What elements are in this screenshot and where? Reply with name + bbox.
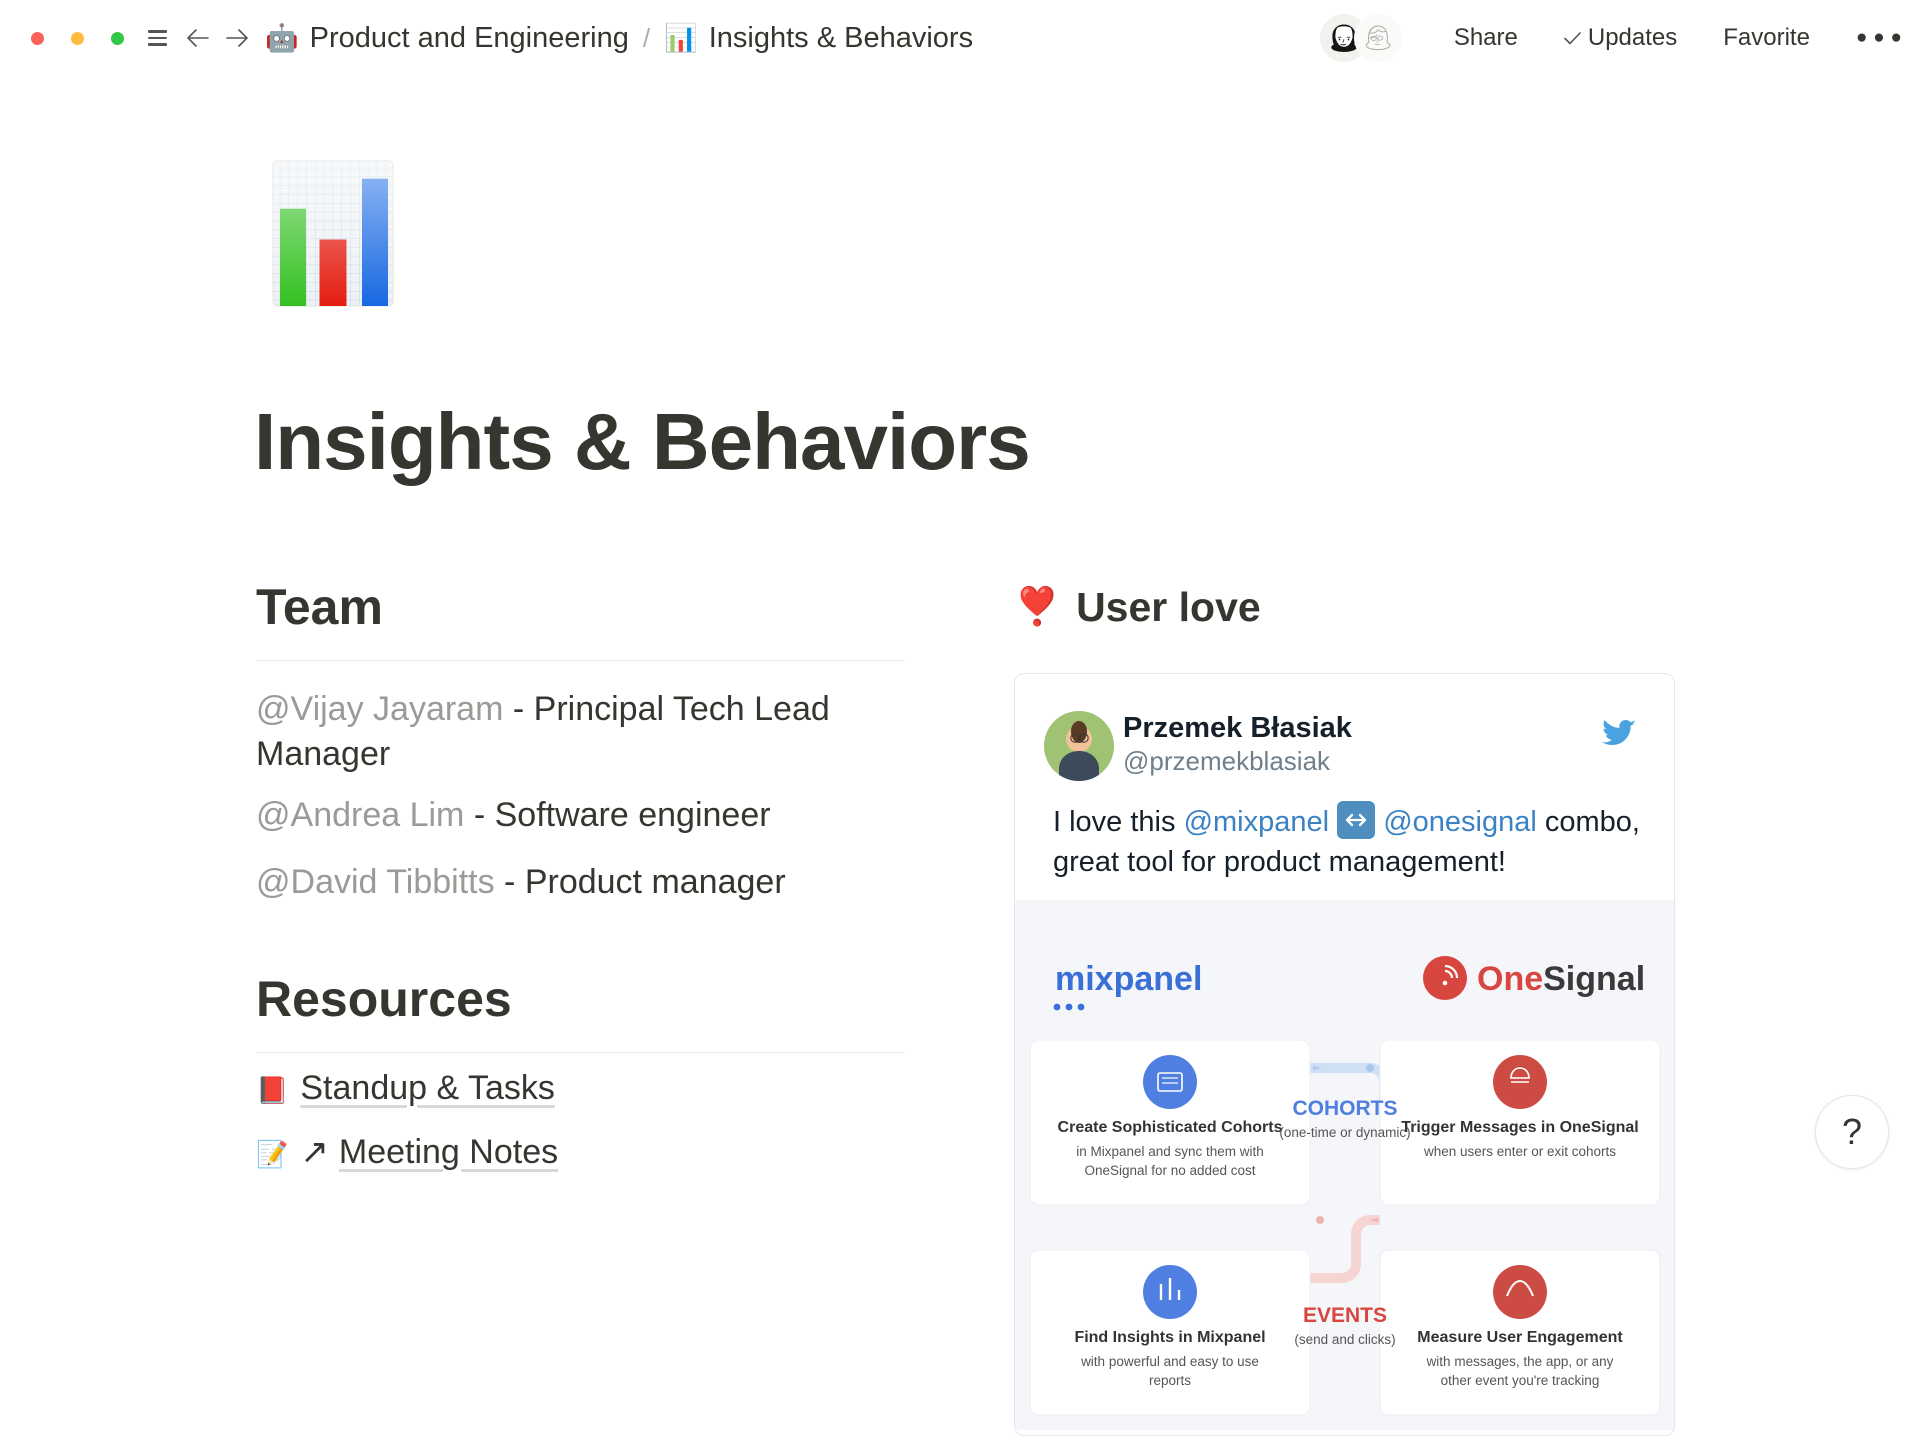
svg-text:with powerful and easy to use: with powerful and easy to use: [1080, 1354, 1259, 1369]
svg-text:other event you're tracking: other event you're tracking: [1441, 1373, 1600, 1388]
svg-text:with messages, the app, or any: with messages, the app, or any: [1426, 1354, 1614, 1369]
svg-text:(send and clicks): (send and clicks): [1294, 1332, 1395, 1347]
svg-text:reports: reports: [1149, 1373, 1191, 1388]
svg-text:OneSignal for no added cost: OneSignal for no added cost: [1084, 1163, 1255, 1178]
svg-text:Measure User Engagement: Measure User Engagement: [1417, 1329, 1623, 1346]
svg-text:Find Insights in Mixpanel: Find Insights in Mixpanel: [1074, 1329, 1265, 1346]
svg-text:COHORTS: COHORTS: [1293, 1097, 1398, 1120]
svg-text:Trigger Messages in OneSignal: Trigger Messages in OneSignal: [1401, 1119, 1638, 1136]
svg-text:OneSignal: OneSignal: [1477, 960, 1645, 998]
svg-text:when users enter or exit cohor: when users enter or exit cohorts: [1423, 1144, 1616, 1159]
svg-text:EVENTS: EVENTS: [1303, 1304, 1387, 1327]
svg-text:(one-time or dynamic): (one-time or dynamic): [1279, 1125, 1410, 1140]
svg-text:in Mixpanel and sync them with: in Mixpanel and sync them with: [1076, 1144, 1264, 1159]
svg-text:Create Sophisticated Cohorts: Create Sophisticated Cohorts: [1058, 1119, 1283, 1136]
svg-text:mixpanel: mixpanel: [1055, 960, 1202, 998]
